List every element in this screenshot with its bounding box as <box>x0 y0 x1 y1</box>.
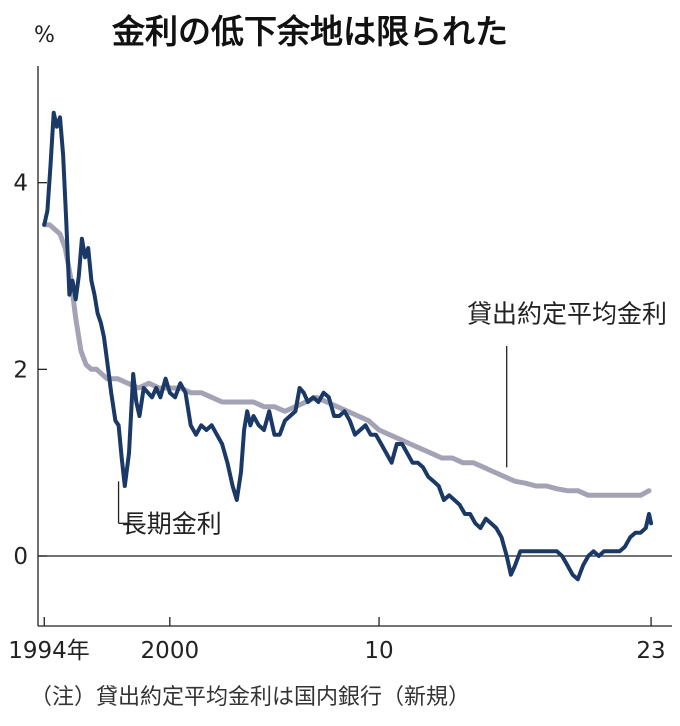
x-tick-label: 2000 <box>141 638 200 664</box>
chart-title: 金利の低下余地は限られた <box>111 12 508 51</box>
x-tick-label: 23 <box>636 638 665 664</box>
series-label: 長期金利 <box>122 509 222 538</box>
x-tick-label: 10 <box>364 638 393 664</box>
y-tick-label: 0 <box>13 544 28 570</box>
series-label: 貸出約定平均金利 <box>467 299 667 328</box>
footnote: （注）貸出約定平均金利は国内銀行（新規） <box>30 685 470 710</box>
series-line-long-term-rate <box>42 110 654 582</box>
series-line-lending-rate <box>41 222 652 498</box>
x-tick-label: 1994年 <box>8 638 90 664</box>
y-tick-label: 4 <box>13 171 28 197</box>
y-unit-label: % <box>34 23 55 48</box>
y-tick-label: 2 <box>13 357 28 383</box>
